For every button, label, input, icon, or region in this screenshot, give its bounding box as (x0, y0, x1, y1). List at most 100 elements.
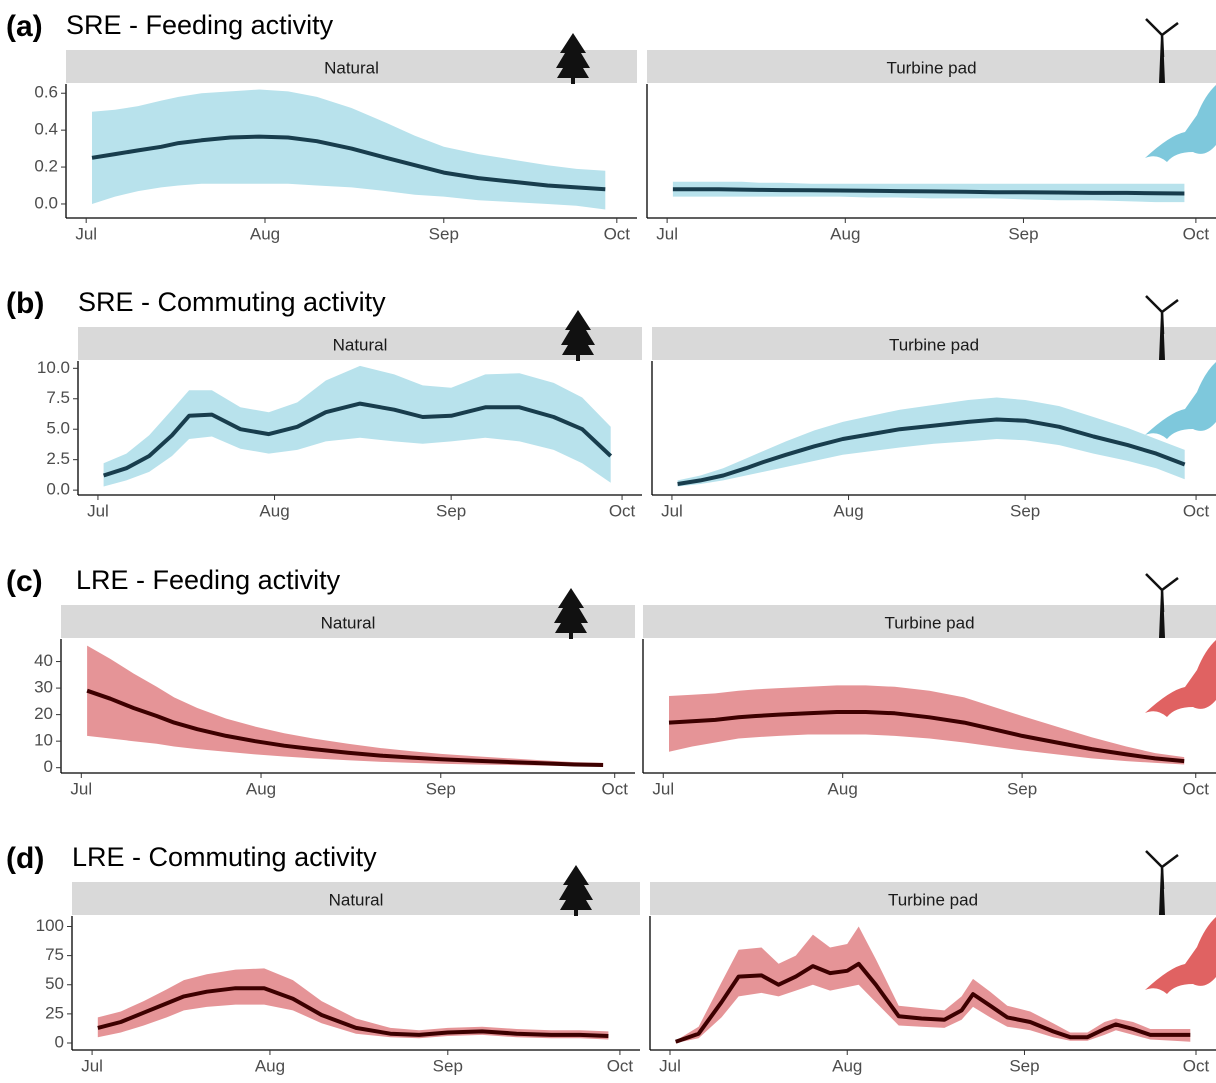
panel-title: SRE - Feeding activity (66, 10, 334, 40)
bat-icon (1145, 917, 1216, 994)
y-tick-label: 0 (55, 1032, 64, 1051)
x-tick-label: Aug (250, 224, 280, 243)
turbine-blades (1145, 295, 1179, 335)
confidence-band (103, 365, 611, 487)
y-tick-label: 0 (44, 757, 53, 776)
turbine-blades (1145, 573, 1179, 613)
x-tick-label: Sep (436, 501, 466, 520)
confidence-band (669, 685, 1185, 765)
facet-label: Natural (324, 58, 379, 77)
y-tick-label: 30 (34, 678, 53, 697)
y-tick-label: 0.2 (34, 157, 58, 176)
x-tick-label: Jul (661, 501, 683, 520)
x-tick-label: Oct (607, 1056, 634, 1075)
y-tick-label: 5.0 (46, 419, 70, 438)
x-tick-label: Aug (830, 224, 860, 243)
mean-line (102, 401, 613, 478)
x-tick-label: Aug (832, 1056, 862, 1075)
x-tick-label: Sep (429, 224, 459, 243)
x-tick-label: Oct (1183, 779, 1210, 798)
facet-strip (650, 882, 1216, 915)
bat-icon (1145, 85, 1216, 162)
x-tick-label: Jul (81, 1056, 103, 1075)
facet-label: Natural (321, 613, 376, 632)
x-tick-label: Oct (1183, 501, 1210, 520)
x-tick-label: Jul (656, 224, 678, 243)
x-tick-label: Sep (1008, 224, 1038, 243)
facet-label: Turbine pad (888, 890, 978, 909)
tree-icon (561, 310, 595, 361)
x-tick-label: Oct (609, 501, 636, 520)
mean-line (672, 187, 1185, 196)
x-tick-label: Jul (652, 779, 674, 798)
x-tick-label: Sep (433, 1056, 463, 1075)
facet-strip (78, 327, 642, 360)
panel-title: SRE - Commuting activity (78, 287, 386, 317)
x-tick-label: Aug (255, 1056, 285, 1075)
y-tick-label: 25 (45, 1003, 64, 1022)
facet-label: Turbine pad (889, 335, 979, 354)
y-tick-label: 7.5 (46, 388, 70, 407)
y-tick-label: 50 (45, 974, 64, 993)
facet-strip (643, 605, 1216, 638)
facet-label: Natural (329, 890, 384, 909)
y-tick-label: 40 (34, 651, 53, 670)
mean-line (91, 134, 606, 192)
x-tick-label: Aug (259, 501, 289, 520)
facet-label: Turbine pad (886, 58, 976, 77)
y-tick-label: 0.6 (34, 83, 58, 102)
facet-strip (61, 605, 635, 638)
bat-icon (1145, 640, 1216, 717)
bat-icon (1145, 362, 1216, 439)
panel-label: (d) (6, 842, 44, 875)
x-tick-label: Oct (1183, 224, 1210, 243)
x-tick-label: Sep (1010, 501, 1040, 520)
tree-icon (559, 865, 593, 916)
panel-title: LRE - Feeding activity (76, 565, 341, 595)
facet-strip (66, 50, 637, 83)
turbine-blades (1145, 18, 1179, 58)
confidence-band (677, 397, 1185, 487)
panel-label: (a) (6, 10, 43, 43)
mean-line (86, 688, 604, 767)
mean-line (668, 710, 1185, 764)
confidence-band (97, 968, 609, 1040)
x-tick-label: Sep (1007, 779, 1037, 798)
mean-line (675, 961, 1191, 1044)
facet-strip (72, 882, 640, 915)
x-tick-label: Jul (75, 224, 97, 243)
y-tick-label: 20 (34, 704, 53, 723)
confidence-band (675, 926, 1191, 1043)
turbine-blades (1145, 850, 1179, 890)
mean-line (677, 417, 1186, 486)
x-tick-label: Sep (1009, 1056, 1039, 1075)
y-tick-label: 2.5 (46, 449, 70, 468)
y-tick-label: 10 (34, 731, 53, 750)
facet-strip (647, 50, 1216, 83)
x-tick-label: Jul (87, 501, 109, 520)
y-tick-label: 0.4 (34, 120, 58, 139)
y-tick-label: 100 (36, 916, 64, 935)
x-tick-label: Oct (604, 224, 631, 243)
y-tick-label: 0.0 (34, 193, 58, 212)
panel-title: LRE - Commuting activity (72, 842, 377, 872)
facet-label: Natural (333, 335, 388, 354)
mean-line (97, 986, 609, 1038)
x-tick-label: Oct (1183, 1056, 1210, 1075)
facet-strip (652, 327, 1216, 360)
y-tick-label: 0.0 (46, 480, 70, 499)
y-tick-label: 75 (45, 945, 64, 964)
tree-icon (554, 588, 588, 639)
tree-icon (556, 33, 590, 84)
y-tick-label: 10.0 (37, 358, 70, 377)
panel-label: (b) (6, 287, 44, 320)
panel-label: (c) (6, 565, 43, 598)
confidence-band (87, 645, 604, 767)
x-tick-label: Jul (659, 1056, 681, 1075)
facet-label: Turbine pad (884, 613, 974, 632)
x-tick-label: Aug (828, 779, 858, 798)
x-tick-label: Aug (833, 501, 863, 520)
x-tick-label: Jul (70, 779, 92, 798)
x-tick-label: Sep (426, 779, 456, 798)
